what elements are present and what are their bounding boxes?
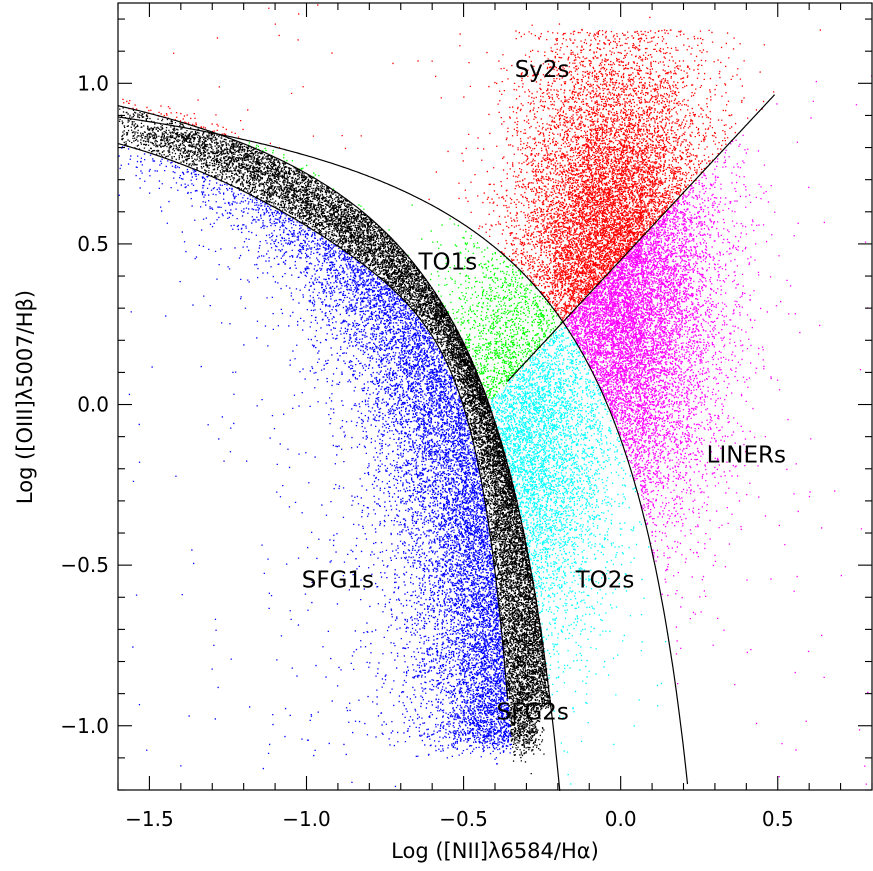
x-tick-label: 0.0 — [605, 807, 637, 831]
x-tick-labels: −1.5 −1.0 −0.5 0.0 0.5 — [125, 807, 794, 831]
y-axis-title: Log ([OIII]λ5007/Hβ) — [13, 290, 37, 504]
series-liners-points — [563, 75, 873, 785]
region-label-to1s: TO1s — [417, 250, 477, 276]
y-tick-label: −1.0 — [60, 714, 109, 738]
series-sfg1s-points — [118, 146, 513, 788]
x-tick-label: −1.5 — [125, 807, 174, 831]
y-tick-label: 1.0 — [77, 71, 109, 95]
region-label-liners: LINERs — [707, 442, 786, 468]
x-tick-label: −1.0 — [282, 807, 331, 831]
kauffmann-curve — [117, 105, 561, 792]
axis-ticks — [117, 3, 873, 791]
y-tick-label: 0.5 — [77, 232, 109, 256]
separator-curve — [507, 94, 776, 382]
x-tick-label: 0.5 — [762, 807, 794, 831]
scatter-points — [118, 4, 873, 788]
x-axis-title: Log ([NII]λ6584/Hα) — [391, 839, 599, 863]
plot-frame — [117, 2, 873, 791]
y-tick-label: −0.5 — [60, 553, 109, 577]
series-sfg2s-points — [118, 107, 552, 775]
region-labels: Sy2s TO1s LINERs SFG1s TO2s SFG2s — [302, 57, 786, 725]
kewley-curve — [117, 116, 689, 785]
stasinska-curve — [117, 142, 509, 699]
y-tick-label: 0.0 — [77, 393, 109, 417]
y-tick-labels: −1.0 −0.5 0.0 0.5 1.0 — [60, 71, 109, 737]
region-label-sfg2s: SFG2s — [497, 699, 569, 725]
x-tick-label: −0.5 — [439, 807, 488, 831]
region-label-sy2s: Sy2s — [515, 57, 570, 83]
region-label-sfg1s: SFG1s — [302, 568, 374, 594]
demarcation-curves — [117, 94, 776, 792]
region-label-to2s: TO2s — [575, 568, 635, 594]
